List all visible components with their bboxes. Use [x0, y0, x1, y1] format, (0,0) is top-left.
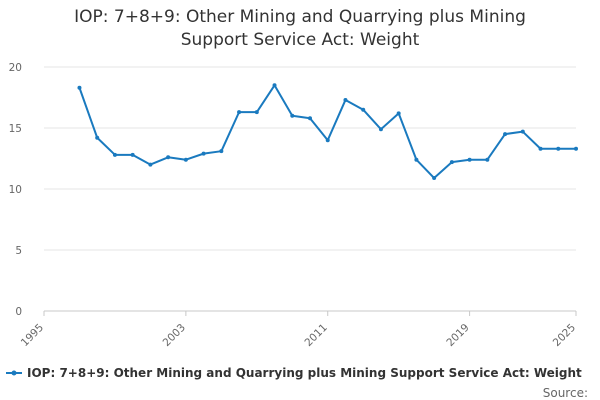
chart-title-line-1: IOP: 7+8+9: Other Mining and Quarrying p…	[74, 7, 526, 27]
data-point[interactable]	[166, 155, 171, 160]
chart-title: IOP: 7+8+9: Other Mining and Quarrying p…	[0, 6, 600, 52]
legend-point-marker	[11, 370, 17, 376]
data-point[interactable]	[503, 132, 508, 137]
legend[interactable]: IOP: 7+8+9: Other Mining and Quarrying p…	[6, 366, 582, 380]
y-tick-label: 15	[9, 123, 22, 135]
data-point[interactable]	[432, 176, 437, 181]
data-point[interactable]	[396, 111, 401, 116]
data-point[interactable]	[467, 157, 472, 162]
data-point[interactable]	[148, 162, 153, 167]
y-tick-label: 0	[15, 306, 22, 318]
data-point[interactable]	[308, 116, 312, 121]
data-point[interactable]	[290, 113, 295, 118]
data-point[interactable]	[325, 138, 330, 143]
y-tick-label: 20	[9, 62, 22, 74]
series-layer	[77, 83, 578, 181]
data-point[interactable]	[272, 83, 277, 88]
data-point[interactable]	[130, 152, 135, 157]
y-tick-label: 5	[15, 245, 22, 257]
data-point[interactable]	[556, 146, 561, 151]
x-tick-label: 2025	[551, 322, 578, 349]
x-tick-label: 2019	[444, 322, 471, 349]
legend-label[interactable]: IOP: 7+8+9: Other Mining and Quarrying p…	[27, 366, 582, 380]
data-point[interactable]	[574, 146, 578, 151]
data-point[interactable]	[520, 129, 525, 134]
data-point[interactable]	[95, 135, 100, 140]
data-point[interactable]	[414, 157, 419, 162]
data-point[interactable]	[378, 127, 383, 132]
series-line	[78, 84, 576, 180]
data-point[interactable]	[361, 107, 366, 112]
data-point[interactable]	[112, 152, 117, 157]
x-tick-label: 2011	[302, 322, 329, 349]
gridlines	[44, 66, 576, 312]
data-point[interactable]	[254, 110, 259, 115]
chart-title-line-2: Support Service Act: Weight	[180, 30, 420, 50]
y-tick-label: 10	[9, 184, 22, 196]
data-point[interactable]	[343, 97, 348, 102]
axes: 0 5 10 15 20 1995 2003 2011 2019 2025	[9, 62, 578, 349]
data-point[interactable]	[449, 160, 454, 165]
data-point[interactable]	[219, 149, 224, 154]
data-point[interactable]	[183, 157, 188, 162]
x-tick-label: 1995	[19, 322, 46, 349]
x-tick-label: 2003	[161, 322, 188, 349]
data-point[interactable]	[237, 110, 242, 115]
data-point[interactable]	[538, 146, 543, 151]
data-point[interactable]	[77, 85, 82, 90]
data-point[interactable]	[485, 157, 490, 162]
source-label: Source:	[543, 386, 588, 400]
data-point[interactable]	[201, 151, 206, 156]
